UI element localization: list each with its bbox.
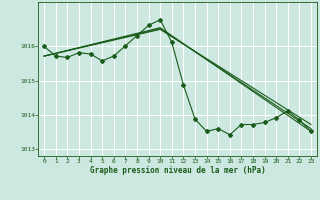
X-axis label: Graphe pression niveau de la mer (hPa): Graphe pression niveau de la mer (hPa) [90, 166, 266, 175]
